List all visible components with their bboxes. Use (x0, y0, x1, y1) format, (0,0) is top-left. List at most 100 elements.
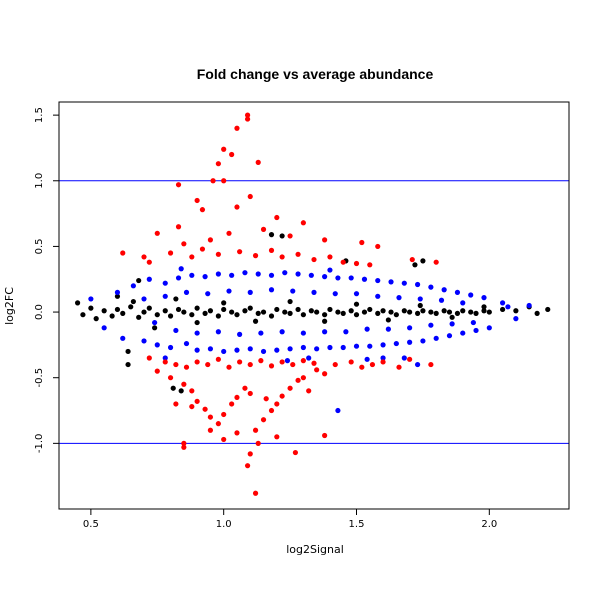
data-point (221, 348, 227, 355)
data-point (414, 281, 421, 288)
data-point (194, 319, 200, 326)
data-point (282, 270, 288, 276)
data-point (173, 361, 179, 368)
data-point (460, 308, 466, 314)
data-point (234, 430, 240, 436)
data-point (146, 259, 152, 265)
data-point (335, 407, 341, 414)
data-point (438, 297, 445, 303)
data-point (364, 356, 370, 362)
data-point (258, 330, 264, 336)
data-point (468, 292, 474, 298)
data-point (364, 326, 370, 332)
data-point (428, 322, 434, 328)
data-point (433, 335, 439, 341)
data-point (353, 260, 360, 267)
data-point (322, 371, 328, 377)
data-point (128, 304, 134, 310)
data-point (300, 344, 306, 351)
data-point (88, 296, 94, 302)
data-point (114, 289, 121, 295)
data-point (284, 358, 291, 364)
data-point (534, 310, 540, 316)
data-point (215, 313, 221, 319)
data-point (120, 310, 126, 316)
data-point (290, 288, 296, 294)
data-point (468, 309, 474, 315)
data-point (244, 463, 251, 469)
data-point (234, 204, 240, 210)
data-point (412, 262, 418, 268)
data-point (322, 432, 328, 439)
reference-lines (59, 180, 569, 444)
data-point (114, 293, 121, 299)
data-point (279, 233, 285, 239)
y-tick-label: -1.0 (34, 434, 45, 454)
data-point (229, 309, 235, 315)
y-tick-label: 0.0 (34, 304, 45, 320)
data-point (385, 326, 391, 332)
data-point (417, 302, 423, 309)
data-point (359, 239, 365, 246)
data-point (314, 367, 320, 373)
data-point (335, 275, 341, 281)
data-point (340, 310, 346, 316)
data-point (274, 306, 280, 313)
data-point (154, 230, 160, 236)
data-point (221, 146, 227, 152)
data-point (207, 414, 214, 420)
data-point (215, 356, 221, 362)
data-point (162, 308, 168, 314)
data-point (335, 309, 341, 315)
data-point (306, 388, 312, 394)
data-point (234, 347, 240, 353)
data-point (194, 347, 200, 353)
data-point (470, 319, 476, 326)
data-point (473, 310, 479, 316)
data-point (210, 178, 216, 184)
data-point (279, 329, 285, 335)
data-point (109, 313, 115, 319)
data-point (322, 237, 328, 243)
data-point (290, 361, 296, 368)
data-point (175, 275, 182, 281)
data-point (260, 226, 267, 232)
data-point (173, 327, 179, 334)
data-point (152, 325, 158, 331)
data-point (183, 364, 190, 370)
data-point (181, 444, 187, 450)
data-point (141, 338, 147, 344)
data-point (162, 355, 168, 361)
data-point (268, 407, 275, 414)
data-point (154, 368, 160, 374)
data-point (300, 375, 306, 381)
data-point (401, 355, 407, 361)
data-point (279, 359, 285, 365)
data-point (287, 298, 293, 305)
data-point (268, 313, 275, 319)
data-point (258, 358, 264, 364)
x-axis-label: log2Signal (286, 543, 344, 556)
data-point (300, 312, 306, 318)
data-point (460, 330, 466, 336)
data-point (274, 214, 280, 221)
data-point (367, 262, 373, 268)
data-point (229, 272, 235, 278)
data-point (295, 271, 301, 277)
data-point (375, 243, 381, 250)
data-point (420, 338, 426, 344)
data-point (428, 361, 434, 368)
data-point (189, 403, 195, 410)
data-point (274, 347, 280, 353)
data-point (247, 289, 253, 295)
data-point (120, 250, 126, 256)
data-point (181, 309, 187, 315)
y-tick-label: -0.5 (34, 368, 45, 388)
data-point (173, 401, 179, 407)
data-point (205, 361, 211, 368)
data-point (136, 314, 142, 320)
data-point (279, 254, 285, 260)
data-point (181, 381, 187, 387)
data-point (194, 398, 200, 404)
data-point (88, 305, 94, 311)
